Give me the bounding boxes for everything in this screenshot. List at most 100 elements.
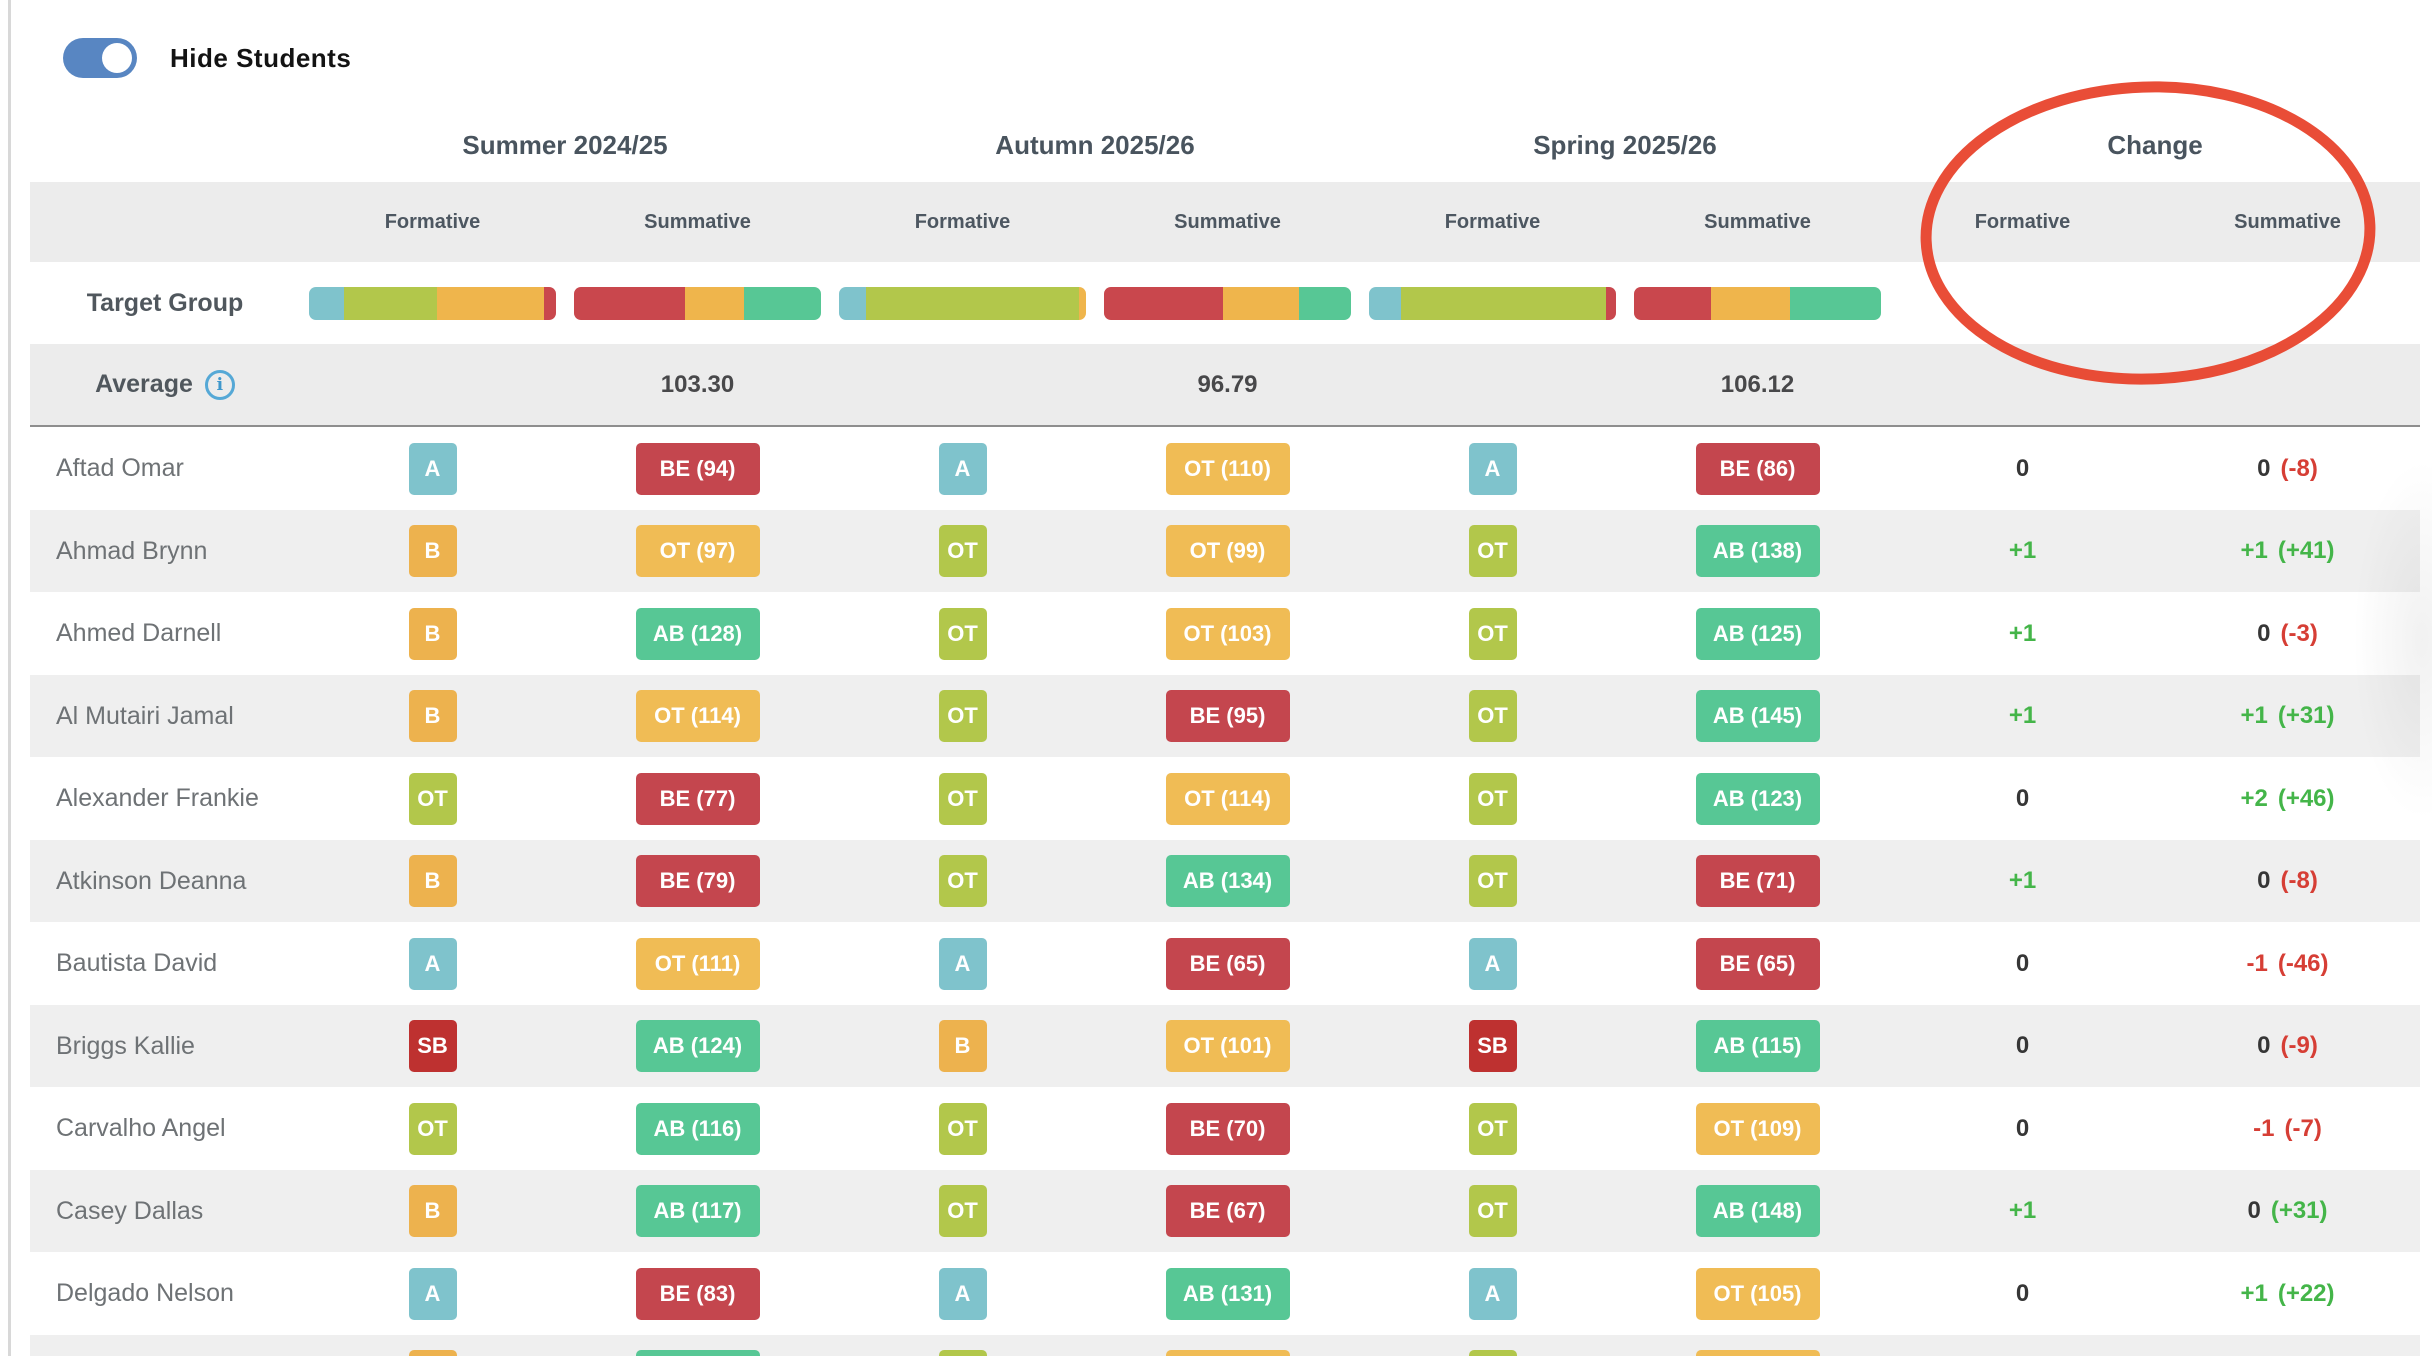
table-row: Al Mutairi Jamal B OT (114) OT BE (95) OT AB (… bbox=[30, 674, 2420, 758]
grade-badge[interactable]: OT bbox=[938, 1102, 987, 1155]
grade-badge[interactable]: BE (65) bbox=[1695, 937, 1820, 990]
target-bar-segment bbox=[1401, 286, 1607, 320]
grade-badge[interactable] bbox=[1165, 1350, 1290, 1356]
grade-badge[interactable]: OT bbox=[938, 525, 987, 577]
grade-badge[interactable]: OT (109) bbox=[1695, 1102, 1820, 1155]
target-bar-segment bbox=[1606, 286, 1616, 320]
hide-students-toggle[interactable] bbox=[63, 38, 137, 78]
average-spring-summative: 106.12 bbox=[1720, 370, 1795, 398]
grade-badge[interactable] bbox=[938, 1350, 987, 1356]
target-bar-segment bbox=[1369, 286, 1402, 320]
grade-badge[interactable]: A bbox=[1468, 1267, 1517, 1320]
grade-badge[interactable]: OT bbox=[938, 690, 987, 742]
target-bar-segment bbox=[309, 286, 344, 320]
grade-badge[interactable]: AB (138) bbox=[1695, 525, 1820, 577]
grade-badge[interactable]: A bbox=[1468, 442, 1517, 495]
student-name: Alexander Frankie bbox=[56, 784, 259, 812]
info-icon[interactable]: i bbox=[204, 369, 235, 400]
grade-badge[interactable]: OT bbox=[1468, 1102, 1517, 1155]
change-formative: +1 bbox=[2008, 867, 2037, 894]
grade-badge[interactable]: B bbox=[408, 607, 457, 660]
change-formative: 0 bbox=[2015, 949, 2030, 977]
grade-badge[interactable] bbox=[408, 1350, 457, 1356]
grade-badge[interactable]: AB (117) bbox=[635, 1185, 760, 1237]
grade-badge[interactable]: B bbox=[408, 1185, 457, 1237]
grade-badge[interactable]: BE (95) bbox=[1165, 690, 1290, 742]
grade-badge[interactable]: AB (134) bbox=[1165, 855, 1290, 907]
grade-badge[interactable]: AB (115) bbox=[1695, 1020, 1820, 1072]
target-bar-segment bbox=[1710, 286, 1790, 320]
group-header-row: Summer 2024/25 Autumn 2025/26 Spring 202… bbox=[30, 108, 2420, 182]
grade-badge[interactable]: A bbox=[1468, 937, 1517, 990]
grade-badge[interactable]: AB (145) bbox=[1695, 690, 1820, 742]
subheader-summer-formative: Formative bbox=[384, 210, 481, 233]
grade-badge[interactable]: A bbox=[938, 442, 987, 495]
hide-students-control: Hide Students bbox=[63, 38, 351, 78]
target-bar-segment bbox=[1299, 286, 1351, 320]
grade-badge[interactable]: AB (148) bbox=[1695, 1185, 1820, 1237]
change-formative: 0 bbox=[2015, 1114, 2030, 1142]
grade-badge[interactable]: BE (67) bbox=[1165, 1185, 1290, 1237]
grade-badge[interactable]: B bbox=[408, 525, 457, 577]
grade-badge[interactable]: A bbox=[408, 442, 457, 495]
grade-badge[interactable]: B bbox=[938, 1020, 987, 1072]
grade-badge[interactable]: OT (105) bbox=[1695, 1267, 1820, 1320]
grade-badge[interactable]: OT (99) bbox=[1165, 525, 1290, 577]
table-row: Aftad Omar A BE (94) A OT (110) A BE (86) 0 0 (-8… bbox=[30, 427, 2420, 510]
grade-badge[interactable]: BE (83) bbox=[635, 1267, 760, 1320]
grade-badge[interactable]: OT (101) bbox=[1165, 1020, 1290, 1072]
grade-badge[interactable]: A bbox=[938, 937, 987, 990]
target-distribution-bar bbox=[839, 286, 1086, 320]
target-distribution-bar bbox=[309, 286, 556, 320]
change-formative: 0 bbox=[2015, 1032, 2030, 1059]
grade-badge[interactable]: OT bbox=[1468, 772, 1517, 825]
grade-badge[interactable]: AB (131) bbox=[1165, 1267, 1290, 1320]
grade-badge[interactable]: A bbox=[408, 1267, 457, 1320]
grade-badge[interactable]: BE (94) bbox=[635, 442, 760, 495]
grade-badge[interactable]: SB bbox=[1468, 1020, 1517, 1072]
toggle-knob-icon bbox=[102, 43, 132, 73]
grade-badge[interactable]: OT bbox=[938, 855, 987, 907]
change-summative: +1 (+22) bbox=[2240, 1279, 2335, 1307]
grade-badge[interactable]: OT (114) bbox=[1165, 772, 1290, 825]
target-distribution-bar bbox=[574, 286, 821, 320]
grade-badge[interactable]: AB (128) bbox=[635, 607, 760, 660]
grade-badge[interactable]: OT bbox=[408, 772, 457, 825]
grade-badge[interactable] bbox=[635, 1350, 760, 1356]
grade-badge[interactable]: OT bbox=[1468, 607, 1517, 660]
grade-badge[interactable]: A bbox=[408, 937, 457, 990]
grade-badge[interactable]: OT bbox=[938, 772, 987, 825]
grade-badge[interactable]: OT bbox=[938, 607, 987, 660]
grade-badge[interactable]: OT (103) bbox=[1165, 607, 1290, 660]
grade-badge[interactable]: OT (97) bbox=[635, 525, 760, 577]
grade-badge[interactable]: OT bbox=[1468, 1185, 1517, 1237]
student-name: Carvalho Angel bbox=[56, 1114, 226, 1142]
grade-badge[interactable]: AB (116) bbox=[635, 1102, 760, 1155]
average-label-cell: Average i bbox=[30, 369, 300, 400]
grade-badge[interactable]: OT bbox=[1468, 525, 1517, 577]
grade-badge[interactable]: BE (79) bbox=[635, 855, 760, 907]
grade-badge[interactable]: AB (124) bbox=[635, 1020, 760, 1072]
grade-badge[interactable]: B bbox=[408, 855, 457, 907]
change-summative: -1 (-7) bbox=[2253, 1114, 2322, 1142]
grade-badge[interactable]: B bbox=[408, 690, 457, 742]
grade-badge[interactable] bbox=[1468, 1350, 1517, 1356]
grade-badge[interactable]: OT bbox=[408, 1102, 457, 1155]
grade-badge[interactable]: SB bbox=[408, 1020, 457, 1072]
grade-badge[interactable]: BE (71) bbox=[1695, 855, 1820, 907]
grade-badge[interactable]: BE (77) bbox=[635, 772, 760, 825]
grade-badge[interactable]: OT (114) bbox=[635, 690, 760, 742]
grade-badge[interactable]: OT (111) bbox=[635, 937, 760, 990]
grade-badge[interactable]: OT bbox=[938, 1185, 987, 1237]
grade-badge[interactable]: OT bbox=[1468, 855, 1517, 907]
grade-badge[interactable]: BE (86) bbox=[1695, 442, 1820, 495]
grade-badge[interactable]: BE (70) bbox=[1165, 1102, 1290, 1155]
grade-badge[interactable]: BE (65) bbox=[1165, 937, 1290, 990]
grade-badge[interactable]: AB (125) bbox=[1695, 607, 1820, 660]
grade-badge[interactable]: A bbox=[938, 1267, 987, 1320]
grade-badge[interactable] bbox=[1695, 1350, 1820, 1356]
target-distribution-bar bbox=[1634, 286, 1881, 320]
grade-badge[interactable]: AB (123) bbox=[1695, 772, 1820, 825]
grade-badge[interactable]: OT bbox=[1468, 690, 1517, 742]
grade-badge[interactable]: OT (110) bbox=[1165, 442, 1290, 495]
